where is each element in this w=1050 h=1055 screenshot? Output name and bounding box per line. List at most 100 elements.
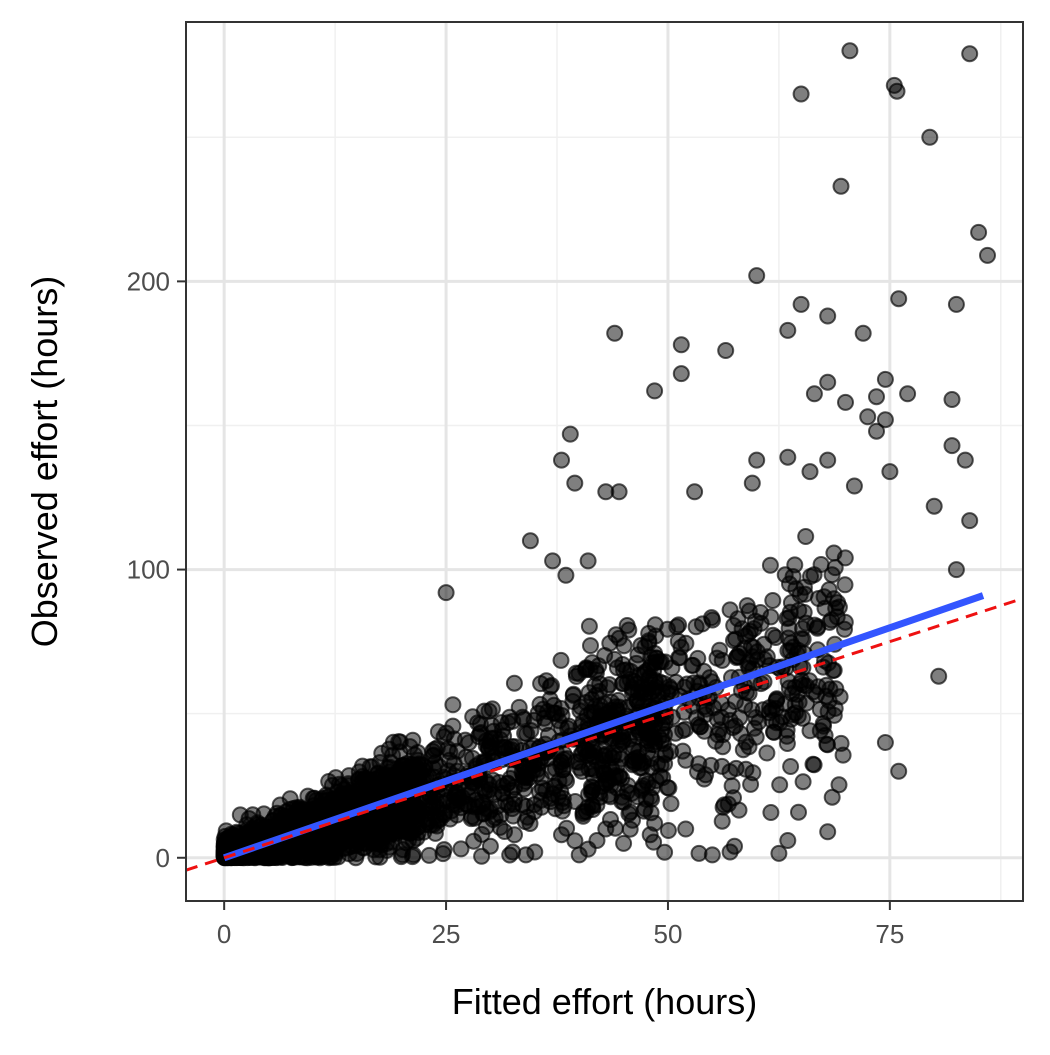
- data-point: [553, 451, 570, 469]
- data-point: [782, 758, 800, 775]
- data-point: [268, 849, 286, 867]
- data-point: [819, 823, 837, 841]
- data-point: [605, 746, 623, 764]
- data-point: [587, 751, 605, 769]
- data-point: [610, 483, 628, 501]
- data-point: [947, 561, 965, 579]
- data-point: [672, 336, 690, 354]
- data-point: [249, 814, 266, 832]
- data-point: [721, 601, 739, 619]
- data-point: [771, 713, 789, 731]
- data-point: [544, 552, 562, 570]
- data-point: [827, 680, 845, 698]
- data-point: [695, 770, 713, 788]
- data-point: [299, 787, 317, 805]
- data-point: [781, 642, 799, 660]
- data-point: [713, 812, 731, 830]
- data-point: [796, 585, 814, 603]
- data-point: [690, 755, 708, 773]
- data-point: [431, 810, 449, 828]
- data-point: [357, 771, 375, 789]
- reference-lines: [185, 592, 1024, 872]
- data-point: [764, 592, 782, 609]
- data-point: [730, 644, 748, 662]
- data-point: [612, 725, 630, 742]
- data-point: [378, 759, 396, 777]
- data-point: [713, 651, 731, 669]
- data-point: [473, 847, 491, 865]
- data-point: [465, 832, 483, 850]
- data-point: [834, 746, 852, 764]
- data-point: [825, 544, 843, 562]
- data-point: [737, 733, 755, 751]
- data-point: [930, 667, 948, 685]
- data-point: [779, 321, 797, 339]
- data-point: [584, 797, 602, 815]
- data-point: [480, 740, 497, 757]
- data-point: [646, 814, 664, 832]
- data-point: [758, 744, 776, 762]
- data-point: [656, 843, 674, 861]
- data-point: [640, 632, 658, 650]
- data-point: [575, 739, 593, 757]
- data-point: [761, 556, 779, 574]
- data-point: [890, 290, 908, 308]
- data-point: [514, 766, 532, 784]
- data-point: [797, 614, 815, 632]
- data-point: [726, 837, 743, 855]
- data-point: [671, 649, 689, 667]
- data-point: [748, 451, 766, 469]
- data-point: [354, 757, 371, 775]
- data-point: [876, 734, 894, 751]
- data-point: [445, 730, 463, 748]
- data-point: [428, 792, 446, 810]
- data-point: [571, 759, 589, 777]
- data-point: [672, 365, 690, 383]
- data-point: [820, 581, 838, 599]
- data-point: [921, 128, 939, 146]
- data-point: [216, 827, 234, 845]
- data-point: [797, 528, 815, 545]
- data-point: [416, 759, 434, 776]
- data-point: [786, 556, 804, 574]
- data-point: [620, 621, 638, 639]
- data-point: [818, 735, 836, 753]
- data-point: [444, 696, 462, 714]
- data-point: [943, 391, 961, 408]
- data-point: [859, 408, 877, 426]
- data-point: [721, 763, 739, 781]
- data-point: [743, 474, 761, 492]
- data-point: [561, 425, 579, 443]
- data-point: [646, 382, 664, 400]
- data-point: [890, 762, 908, 780]
- data-point: [943, 437, 961, 455]
- data-point: [391, 743, 409, 761]
- data-point: [532, 675, 550, 693]
- data-point: [545, 778, 563, 796]
- data-point: [584, 782, 601, 800]
- data-point: [601, 634, 619, 652]
- data-point: [811, 722, 829, 740]
- data-point: [690, 844, 708, 862]
- data-point: [660, 779, 678, 797]
- data-point: [947, 295, 965, 313]
- data-point: [586, 677, 604, 695]
- data-point: [714, 798, 732, 816]
- data-point: [445, 795, 462, 813]
- x-axis-title: Fitted effort (hours): [452, 981, 757, 1022]
- data-point: [644, 779, 662, 797]
- data-point: [787, 704, 804, 722]
- data-point: [742, 775, 760, 793]
- identity-line-dashed: [185, 596, 1024, 872]
- data-point: [496, 739, 514, 757]
- data-point: [876, 370, 894, 388]
- data-point: [854, 324, 872, 342]
- data-point: [543, 763, 561, 781]
- data-point: [841, 42, 859, 60]
- data-point: [434, 845, 452, 863]
- x-tick-label: 50: [654, 919, 683, 949]
- data-point: [631, 759, 649, 777]
- data-point: [666, 724, 684, 742]
